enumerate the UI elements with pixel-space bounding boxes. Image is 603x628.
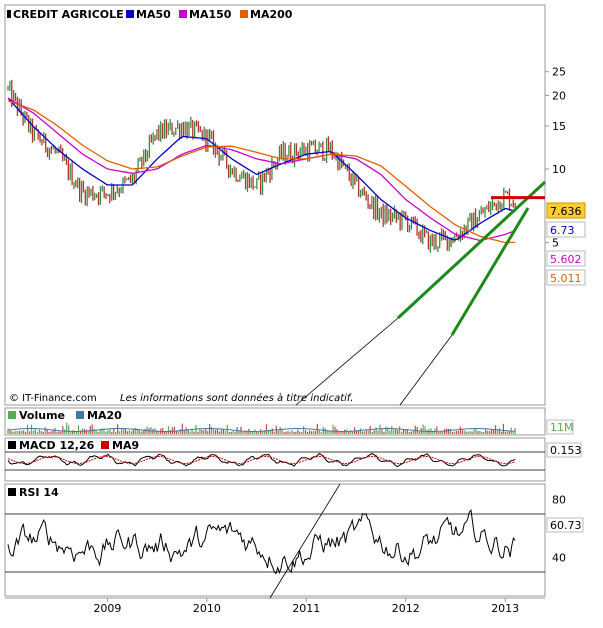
tag-volume: 11M (550, 421, 574, 434)
legend-ma200: MA200 (250, 8, 293, 21)
legend-swatch-ma150 (179, 10, 187, 18)
ma-line-ma50 (7, 97, 516, 241)
tag-ma150-bg (546, 250, 586, 267)
legend-ma50: MA50 (136, 8, 171, 21)
legend-swatch-macd (8, 441, 16, 449)
trendline-long (295, 317, 399, 406)
trend-channel-lower (450, 207, 530, 336)
volume-ma-line (7, 427, 516, 432)
x-tick-label: 2013 (491, 602, 519, 615)
macd-signal-line (7, 455, 516, 465)
legend-rsi: RSI 14 (19, 486, 59, 499)
rsi-layer (5, 509, 545, 575)
tag-macd: 0.153 (550, 444, 582, 457)
price-layer (7, 79, 516, 253)
macd-panel-frame (4, 437, 546, 482)
macd-layer (5, 451, 545, 471)
legend-swatch-ma200 (240, 10, 248, 18)
tag-rsi-bg (546, 517, 584, 533)
ma-line-ma150 (7, 97, 516, 242)
x-tick-label: 2012 (392, 602, 420, 615)
disclaimer: Les informations sont données à titre in… (120, 392, 353, 404)
trendline-short (399, 334, 453, 406)
x-tick-label: 2010 (193, 602, 221, 615)
volume-layer (7, 422, 516, 434)
macd-line (7, 452, 516, 468)
ma-layer (7, 97, 516, 244)
legend-macd-ma: MA9 (112, 439, 139, 452)
price-y-tick: 20 (552, 89, 566, 102)
volume-panel-frame (4, 407, 546, 436)
price-y-tick: 5 (552, 237, 559, 250)
legend-swatch-title (7, 10, 11, 18)
price-y-tick: 10 (552, 163, 566, 176)
tag-price: 7.636 (550, 205, 582, 218)
tag-macd-bg (546, 442, 582, 458)
x-tick-label: 2011 (292, 602, 320, 615)
legend-ma150: MA150 (189, 8, 232, 21)
tag-price-bg (546, 202, 586, 219)
price-panel-frame (4, 4, 546, 406)
legend-swatch-rsi (8, 488, 16, 496)
tag-ma200: 5.011 (550, 272, 582, 285)
legend-macd: MACD 12,26 (19, 439, 95, 452)
ma-line-ma200 (7, 100, 516, 244)
tag-ma50: 6.73 (550, 224, 575, 237)
tag-volume-bg (546, 419, 574, 435)
annotation-layer (269, 180, 547, 599)
source-note: © IT-Finance.com (9, 393, 97, 404)
rsi-y-tick: 40 (552, 552, 566, 565)
x-tick-label: 2009 (93, 602, 121, 615)
legend-swatch-volume-ma (76, 411, 84, 419)
price-y-tick: 25 (552, 66, 566, 79)
rsi-trendline (269, 483, 341, 599)
tag-rsi: 60.73 (550, 519, 582, 532)
rsi-panel-frame (4, 483, 546, 597)
tag-ma200-bg (546, 269, 586, 286)
rsi-y-tick: 80 (552, 494, 566, 507)
rsi-line (7, 509, 516, 575)
chart-title: CREDIT AGRICOLE (13, 8, 124, 21)
legend-swatch-volume (8, 411, 16, 419)
legend-swatch-macd-ma (101, 441, 109, 449)
legend-volume: Volume (19, 409, 65, 422)
legend-volume-ma: MA20 (87, 409, 122, 422)
legend-swatch-ma50 (126, 10, 134, 18)
tag-ma50-bg (546, 221, 586, 238)
axis-layer: 5 10 15 20 25 2009 2010 2011 2012 2013 40 80 (93, 66, 566, 615)
price-y-tick: 15 (552, 120, 566, 133)
tag-ma150: 5.602 (550, 253, 582, 266)
trend-channel-upper (396, 180, 547, 320)
